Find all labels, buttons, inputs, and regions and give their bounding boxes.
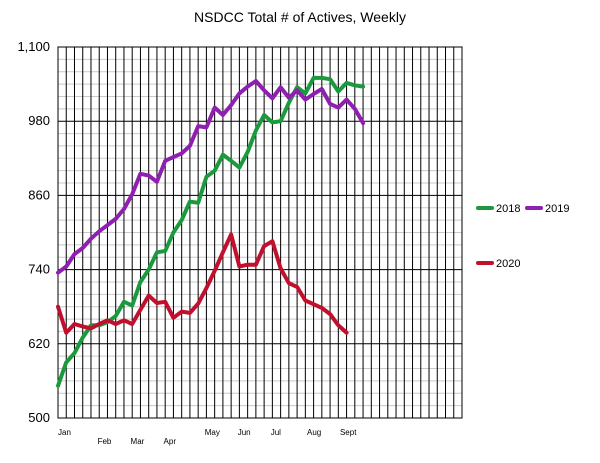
x-tick-label: Jul [271,428,281,437]
series-lines [56,75,366,388]
y-tick-label: 860 [28,187,50,202]
legend-label-2018: 2018 [496,203,520,215]
y-tick-label: 500 [28,410,50,425]
x-tick-label: Aug [307,428,321,437]
y-tick-label: 980 [28,113,50,128]
x-tick-label: May [205,428,220,437]
y-tick-label: 740 [28,262,50,277]
plot-border [57,46,463,419]
legend-label-2019: 2019 [545,203,569,215]
x-tick-label: Sept [340,428,357,437]
legend: 2018 2019 2020 [476,203,569,270]
legend-label-2020: 2020 [496,258,520,270]
x-tick-label: Apr [164,437,177,446]
x-tick-label: Jun [238,428,251,437]
series-line-2020 [56,232,349,335]
series-line-2019 [56,79,366,275]
chart-title: NSDCC Total # of Actives, Weekly [194,9,406,25]
x-tick-label: Mar [131,437,145,446]
y-tick-label: 620 [28,336,50,351]
y-axis-ticks: 500 620 740 860 980 1,100 [17,39,50,425]
series-line-2018 [56,75,366,388]
x-tick-label: Jan [58,428,71,437]
x-axis-ticks: Jan Feb Mar Apr May Jun Jul Aug Sept [58,428,357,446]
y-tick-label: 1,100 [17,39,50,54]
x-tick-label: Feb [98,437,112,446]
grid [57,46,463,419]
